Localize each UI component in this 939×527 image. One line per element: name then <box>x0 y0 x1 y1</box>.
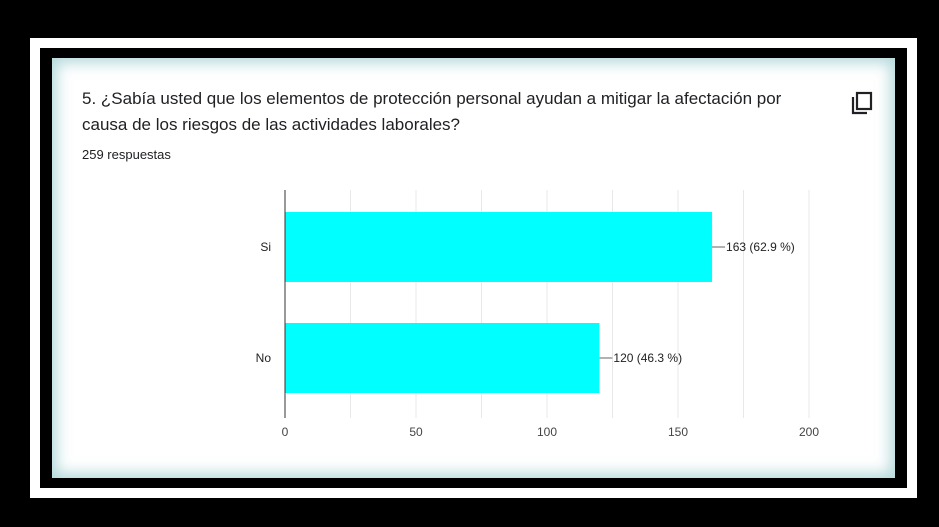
x-tick-label: 150 <box>668 425 688 439</box>
x-tick-label: 0 <box>282 425 289 439</box>
data-label: 163 (62.9 %) <box>726 240 795 254</box>
category-label: No <box>256 351 272 365</box>
response-count: 259 respuestas <box>82 147 171 162</box>
copy-icon[interactable] <box>849 90 875 116</box>
x-tick-label: 200 <box>799 425 819 439</box>
bar <box>285 323 600 393</box>
x-tick-label: 100 <box>537 425 557 439</box>
question-title: 5. ¿Sabía usted que los elementos de pro… <box>82 89 782 134</box>
bar <box>285 212 713 282</box>
data-label: 120 (46.3 %) <box>613 351 682 365</box>
category-label: Si <box>260 240 271 254</box>
question-card: 5. ¿Sabía usted que los elementos de pro… <box>52 58 895 478</box>
bar-chart: 0 50 100 150 200 Si 163 (62.9 %) No 120 (46.3 %) <box>256 190 819 439</box>
x-tick-label: 50 <box>409 425 423 439</box>
